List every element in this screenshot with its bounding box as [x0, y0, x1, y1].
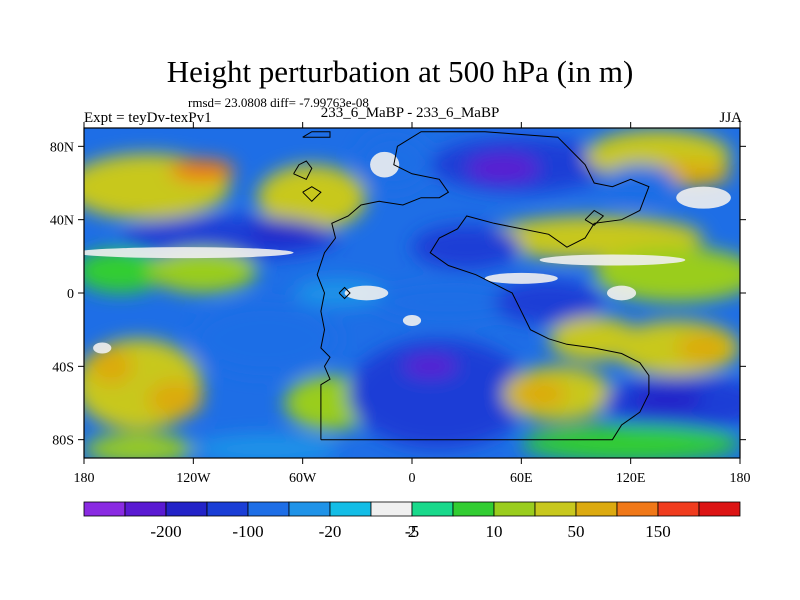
colorbar-swatch [493, 501, 536, 517]
colorbar-swatch [616, 501, 659, 517]
near-zero-contour-patch [344, 285, 389, 301]
colorbar-label: -20 [319, 522, 342, 541]
x-tick-label: 60E [510, 471, 533, 486]
colorbar-label: 2 [408, 522, 417, 541]
y-axis: 80N 40N 0 40S 80S [50, 140, 746, 449]
island-outline [302, 131, 331, 138]
field-blob [348, 338, 531, 449]
field-blob [147, 381, 203, 418]
colorbar-swatch [288, 501, 331, 517]
near-zero-contour-patch [402, 315, 422, 326]
field-blob [169, 159, 236, 182]
field-blob [248, 223, 321, 242]
y-tick-label: 0 [67, 287, 74, 302]
colorbar-swatch [83, 501, 126, 517]
colorbar-swatch [206, 501, 249, 517]
field-blob [193, 434, 340, 458]
x-axis: 180 120W 60W 0 60E 120E 180 [74, 122, 751, 486]
near-zero-contour-patch [370, 151, 400, 178]
field-blob [512, 379, 567, 409]
x-tick-label: 180 [74, 471, 95, 486]
colorbar-swatch [657, 501, 700, 517]
experiment-label: Expt = teyDv-texPv1 [84, 110, 212, 126]
colorbar-swatch [452, 501, 495, 517]
chart-title: Height perturbation at 500 hPa (in m) [166, 54, 634, 89]
field-blob [494, 280, 604, 325]
stats-line: rmsd= 23.0808 diff= -7.99763e-08 [188, 95, 369, 110]
near-zero-contour-patch [93, 342, 112, 354]
field-layer [84, 128, 740, 458]
colorbar-label: -5 [405, 522, 419, 541]
comparison-subtitle: 233_6_MaBP - 233_6_MaBP [320, 105, 500, 121]
field-blob [84, 434, 194, 458]
island-outline [584, 209, 605, 226]
field-blob [257, 164, 367, 231]
y-tick-label: 40N [50, 214, 74, 229]
colorbar-swatch [575, 501, 618, 517]
field-blob [193, 302, 340, 376]
field-blob [412, 225, 522, 270]
y-tick-label: 80N [50, 140, 74, 155]
colorbar-swatch [329, 501, 372, 517]
colorbar: -200 -100 -20 -52 10 50 150 [83, 501, 741, 541]
field-blob [402, 355, 458, 378]
field-blob [676, 333, 731, 363]
y-tick-label: 40S [52, 360, 74, 375]
near-zero-contour-patch [539, 254, 686, 266]
y-tick-label: 80S [52, 434, 74, 449]
colorbar-swatch [411, 501, 454, 517]
continent-outline [316, 131, 650, 441]
colorbar-swatch [698, 501, 741, 517]
field-blob [375, 283, 522, 321]
near-zero-contour-patch [484, 272, 558, 284]
colorbar-label: 10 [486, 522, 503, 541]
island-outline [293, 160, 313, 180]
colorbar-swatch [534, 501, 577, 517]
season-label: JJA [719, 110, 742, 126]
colorbar-label: 50 [568, 522, 585, 541]
near-zero-contour-patch [676, 186, 731, 209]
contour-gap-layer [84, 151, 731, 354]
island-outline [338, 286, 351, 300]
colorbar-swatch [124, 501, 167, 517]
field-blob [84, 249, 166, 293]
x-tick-label: 180 [730, 471, 751, 486]
near-zero-contour-patch [84, 247, 294, 259]
island-outline [302, 186, 322, 203]
coastline-layer [293, 131, 650, 441]
x-tick-label: 120W [176, 471, 211, 486]
near-zero-contour-patch [606, 285, 637, 301]
x-tick-label: 0 [409, 471, 416, 486]
field-blob [147, 249, 258, 293]
field-blob [89, 348, 134, 385]
colorbar-label: 150 [645, 522, 671, 541]
colorbar-swatch [165, 501, 208, 517]
colorbar-label: -100 [232, 522, 263, 541]
field-blob [521, 425, 740, 458]
colorbar-swatch [247, 501, 290, 517]
colorbar-swatch [370, 501, 413, 517]
colorbar-label: -200 [150, 522, 181, 541]
x-tick-label: 60W [289, 471, 317, 486]
field-blob [466, 153, 540, 183]
x-tick-label: 120E [616, 471, 646, 486]
